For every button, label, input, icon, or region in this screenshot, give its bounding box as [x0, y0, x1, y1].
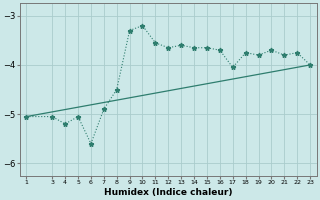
X-axis label: Humidex (Indice chaleur): Humidex (Indice chaleur)	[104, 188, 233, 197]
